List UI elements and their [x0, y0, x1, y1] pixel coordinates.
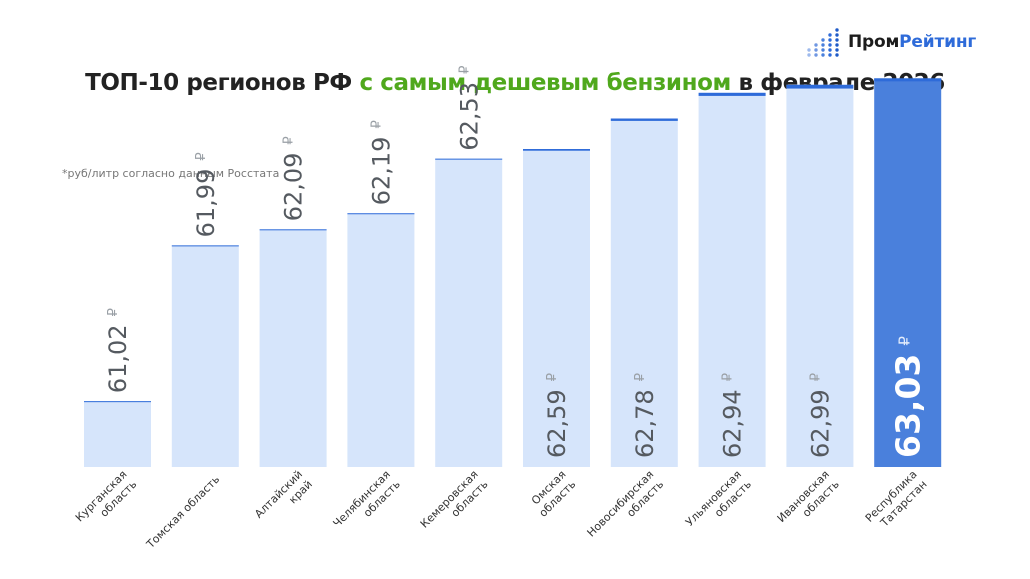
value-label: 62,59 ₽: [543, 373, 571, 458]
bar-top-line: [84, 401, 151, 403]
logo-dot: [821, 53, 825, 57]
value-label-text: 62,09: [280, 153, 308, 222]
bar: [523, 149, 590, 467]
bar-dots-icon: [807, 28, 839, 57]
logo-dot: [807, 53, 811, 57]
logo-dot: [828, 33, 832, 37]
bar: [874, 78, 942, 468]
value-label: 62,99 ₽: [807, 373, 835, 458]
logo-dot: [828, 48, 832, 52]
logo-text: ПромРейтинг: [848, 32, 976, 52]
category-label: Томская область: [143, 473, 222, 552]
currency-sign: ₽: [545, 373, 560, 381]
bar: [786, 84, 854, 467]
logo-dot: [835, 28, 839, 32]
value-label: 62,94 ₽: [719, 373, 747, 458]
value-label-text: 62,19: [368, 137, 396, 206]
logo-dot: [835, 33, 839, 37]
logo-dot: [821, 48, 825, 52]
currency-sign: ₽: [721, 373, 736, 381]
currency-sign: ₽: [370, 120, 385, 128]
currency-sign: ₽: [282, 136, 297, 144]
value-label-text: 63,03: [889, 354, 928, 458]
bar: [259, 229, 327, 467]
bar-top-line: [523, 149, 590, 151]
bar: [610, 118, 678, 468]
bar-top-line: [347, 213, 415, 215]
bar-top-line: [610, 118, 678, 121]
value-label-text: 62,94: [719, 389, 747, 458]
logo-text-main: Пром: [848, 32, 900, 52]
currency-sign: ₽: [633, 373, 648, 381]
currency-sign: ₽: [896, 336, 914, 346]
bar-top-line: [698, 92, 766, 96]
bar-top-line: [435, 158, 503, 160]
logo-dot: [821, 38, 825, 42]
promreyting-logo: ПромРейтинг: [806, 26, 976, 58]
logo-dot: [835, 43, 839, 47]
bar-top-line: [171, 245, 239, 247]
bar-top-line: [786, 84, 854, 89]
value-label-text: 62,78: [631, 389, 659, 458]
value-label: 61,02 ₽: [104, 308, 132, 393]
bar: [698, 92, 766, 467]
category-label-line: Томская область: [143, 473, 222, 552]
value-label-text: 62,59: [543, 389, 571, 458]
bar: [171, 245, 239, 467]
bar-top-line: [259, 229, 327, 231]
logo-dot: [821, 43, 825, 47]
value-label-text: 62,99: [807, 389, 835, 458]
source-note: *руб/литр согласно данным Росстата: [62, 167, 280, 180]
bar-top-line: [874, 78, 942, 82]
logo-text-accent: Рейтинг: [899, 32, 977, 52]
logo-dot: [814, 53, 818, 57]
logo-dot: [835, 53, 839, 57]
logo-dot: [835, 48, 839, 52]
value-label: 62,19 ₽: [368, 120, 396, 205]
currency-sign: ₽: [457, 66, 472, 74]
value-label-text: 61,99: [192, 169, 220, 238]
value-label: 62,78 ₽: [631, 373, 659, 458]
logo-dot: [807, 48, 811, 52]
logo-dot: [814, 48, 818, 52]
value-label: 62,09 ₽: [280, 136, 308, 221]
bar: [435, 158, 503, 467]
logo-dot: [828, 38, 832, 42]
logo-dot: [828, 53, 832, 57]
title-highlight: с самым дешевым бензином: [359, 70, 731, 96]
logo-dot: [814, 43, 818, 47]
bar: [84, 401, 151, 467]
value-label: 61,99 ₽: [192, 152, 220, 237]
value-label: 62,53 ₽: [455, 66, 483, 151]
currency-sign: ₽: [194, 152, 209, 160]
currency-sign: ₽: [809, 373, 824, 381]
currency-sign: ₽: [106, 308, 121, 316]
logo-dot: [828, 43, 832, 47]
value-label-text: 62,53: [455, 82, 483, 151]
value-label: 63,03 ₽: [889, 336, 928, 458]
bar: [347, 213, 415, 467]
title-part1: ТОП-10 регионов РФ: [85, 70, 360, 96]
value-label-text: 61,02: [104, 324, 132, 393]
logo-dot: [835, 38, 839, 42]
